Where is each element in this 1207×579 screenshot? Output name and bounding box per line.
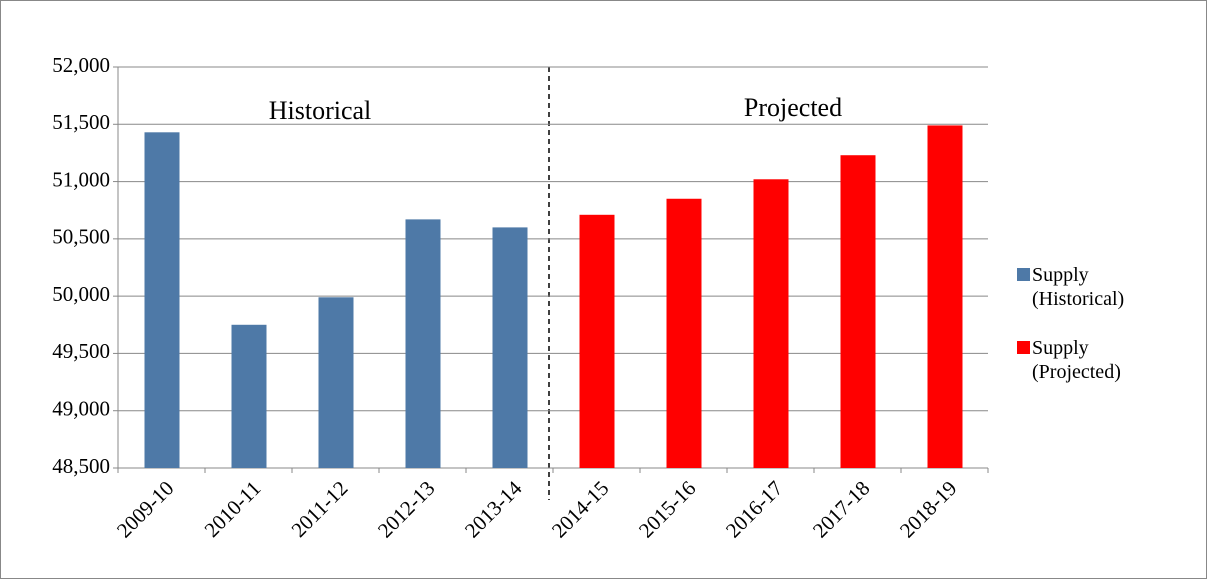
- annotation: Projected: [744, 93, 842, 122]
- bar: [840, 155, 876, 468]
- y-tick-label: 50,000: [52, 282, 110, 306]
- legend-label: Supply (Projected): [1032, 337, 1121, 383]
- y-tick-label: 51,500: [52, 110, 110, 134]
- bar: [231, 324, 267, 468]
- y-tick-label: 50,500: [52, 225, 110, 249]
- bar: [405, 219, 441, 468]
- bar: [318, 297, 354, 468]
- annotation: Historical: [269, 96, 372, 125]
- bar: [666, 198, 702, 468]
- bar: [927, 125, 963, 468]
- legend-swatch: [1017, 341, 1030, 354]
- legend-label: Supply (Historical): [1032, 264, 1125, 310]
- y-tick-label: 48,500: [52, 454, 110, 478]
- bar: [579, 214, 615, 468]
- y-tick-label: 52,000: [52, 53, 110, 77]
- legend-swatch: [1017, 268, 1030, 281]
- bar: [492, 227, 528, 468]
- y-tick-label: 49,000: [52, 397, 110, 421]
- bar: [753, 179, 789, 468]
- y-tick-label: 51,000: [52, 167, 110, 191]
- bar: [144, 132, 180, 468]
- y-tick-label: 49,500: [52, 339, 110, 363]
